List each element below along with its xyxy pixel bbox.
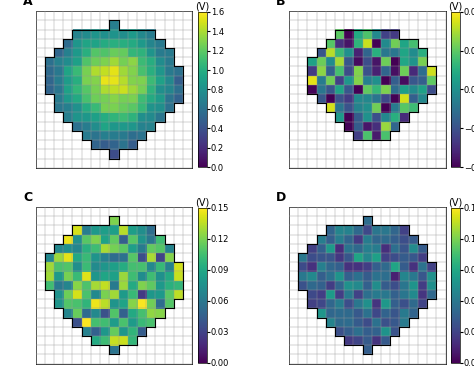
Title: (V): (V) <box>448 2 463 12</box>
Title: (V): (V) <box>448 198 463 208</box>
Text: B: B <box>276 0 286 8</box>
Text: D: D <box>276 191 287 204</box>
Text: C: C <box>23 191 32 204</box>
Text: A: A <box>23 0 33 8</box>
Title: (V): (V) <box>195 2 210 12</box>
Title: (V): (V) <box>195 198 210 208</box>
